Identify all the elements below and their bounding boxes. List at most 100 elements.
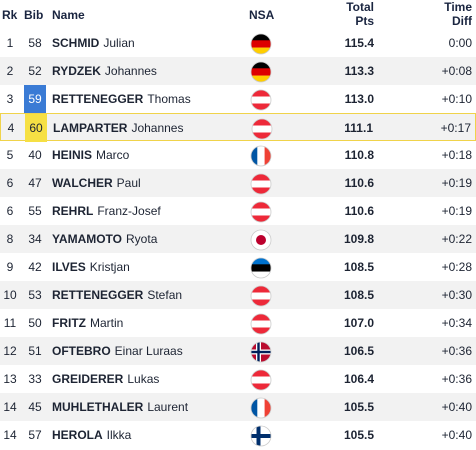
athlete-name: REHRL Franz-Josef — [52, 197, 161, 225]
surname: GREIDERER — [52, 372, 124, 386]
rank: 1 — [6, 36, 14, 50]
nsa-flag — [250, 397, 272, 422]
header-diff: Time Diff — [444, 0, 472, 28]
athlete-name: ILVES Kristjan — [52, 253, 130, 281]
bib: 57 — [28, 428, 42, 442]
total-points: 113.3 — [344, 64, 374, 78]
nsa-flag — [250, 229, 272, 254]
header-text: Pts — [355, 14, 374, 28]
flag — [250, 201, 272, 223]
time-diff: +0:34 — [441, 316, 472, 330]
first-name: Johannes — [104, 64, 157, 78]
flag — [250, 173, 272, 195]
athlete-name: FRITZ Martin — [52, 309, 123, 337]
surname: HEROLA — [52, 428, 103, 442]
time-diff: +0:18 — [441, 148, 472, 162]
athlete-name: HEINIS Marco — [52, 141, 129, 169]
rank: 2 — [6, 64, 14, 78]
total-points: 106.4 — [343, 372, 374, 386]
surname: OFTEBRO — [52, 344, 111, 358]
first-name: Ryota — [126, 232, 158, 246]
bib: 55 — [28, 204, 42, 218]
first-name: Julian — [103, 36, 135, 50]
surname: REHRL — [52, 204, 94, 218]
athlete-name: HEROLA Ilkka — [52, 421, 131, 449]
table-row: 1 58 SCHMID Julian 115.4 0:00 — [0, 29, 476, 57]
time-diff: +0:22 — [441, 232, 472, 246]
first-name: Martin — [90, 316, 124, 330]
rank: 9 — [6, 260, 14, 274]
time-diff: +0:40 — [441, 428, 472, 442]
table-header: Rk Bib Name NSA Total Pts Time Diff — [0, 0, 476, 29]
flag — [250, 397, 272, 419]
header-text: Diff — [452, 14, 472, 28]
surname: RETTENEGGER — [52, 288, 144, 302]
first-name: Laurent — [147, 400, 189, 414]
surname: HEINIS — [52, 148, 93, 162]
first-name: Marco — [96, 148, 130, 162]
bib: 59 — [24, 85, 46, 113]
flag — [250, 425, 272, 447]
header-text: Time — [444, 0, 472, 14]
athlete-name: RETTENEGGER Thomas — [52, 85, 191, 113]
rank: 6 — [6, 204, 14, 218]
athlete-name: WALCHER Paul — [52, 169, 141, 197]
athlete-name: LAMPARTER Johannes — [53, 114, 183, 142]
athlete-name: OFTEBRO Einar Luraas — [52, 337, 183, 365]
flag — [250, 313, 272, 335]
nsa-flag — [250, 61, 272, 86]
rank: 12 — [3, 344, 17, 358]
flag — [251, 118, 273, 140]
surname: RETTENEGGER — [52, 92, 144, 106]
first-name: Ilkka — [106, 428, 132, 442]
header-points: Total Pts — [346, 0, 374, 28]
table-row: 6 55 REHRL Franz-Josef 110.6 +0:19 — [0, 197, 476, 225]
header-bib: Bib — [24, 8, 44, 22]
rank: 13 — [3, 372, 17, 386]
surname: ILVES — [52, 260, 86, 274]
total-points: 105.5 — [343, 400, 374, 414]
surname: YAMAMOTO — [52, 232, 123, 246]
time-diff: +0:36 — [441, 372, 472, 386]
total-points: 107.0 — [343, 316, 374, 330]
flag — [250, 229, 272, 251]
header-rank: Rk — [2, 8, 18, 22]
nsa-flag — [250, 425, 272, 450]
header-text: Total — [346, 0, 374, 14]
table-row: 9 42 ILVES Kristjan 108.5 +0:28 — [0, 253, 476, 281]
first-name: Franz-Josef — [97, 204, 161, 218]
total-points: 109.8 — [343, 232, 374, 246]
nsa-flag — [250, 201, 272, 226]
time-diff: +0:10 — [441, 92, 472, 106]
bib: 51 — [28, 344, 42, 358]
rank: 8 — [6, 232, 14, 246]
first-name: Einar Luraas — [114, 344, 183, 358]
table-row: 13 33 GREIDERER Lukas 106.4 +0:36 — [0, 365, 476, 393]
time-diff: +0:28 — [441, 260, 472, 274]
athlete-name: RETTENEGGER Stefan — [52, 281, 182, 309]
surname: SCHMID — [52, 36, 100, 50]
nsa-flag — [250, 313, 272, 338]
table-row: 12 51 OFTEBRO Einar Luraas 106.5 +0:36 — [0, 337, 476, 365]
nsa-flag — [250, 33, 272, 58]
rank: 11 — [3, 316, 17, 330]
total-points: 106.5 — [343, 344, 374, 358]
flag — [250, 341, 272, 363]
total-points: 105.5 — [343, 428, 374, 442]
rank: 14 — [3, 428, 17, 442]
table-row: 4 60 LAMPARTER Johannes 111.1 +0:17 — [0, 113, 476, 142]
bib: 33 — [28, 372, 42, 386]
bib: 45 — [28, 400, 42, 414]
surname: FRITZ — [52, 316, 86, 330]
athlete-name: GREIDERER Lukas — [52, 365, 159, 393]
total-points: 108.5 — [343, 260, 374, 274]
total-points: 108.5 — [343, 288, 374, 302]
total-points: 110.6 — [344, 204, 374, 218]
first-name: Johannes — [131, 121, 184, 135]
surname: MUHLETHALER — [52, 400, 144, 414]
total-points: 111.1 — [344, 121, 373, 135]
table-row: 5 40 HEINIS Marco 110.8 +0:18 — [0, 141, 476, 169]
bib: 53 — [28, 288, 42, 302]
bib: 47 — [28, 176, 42, 190]
